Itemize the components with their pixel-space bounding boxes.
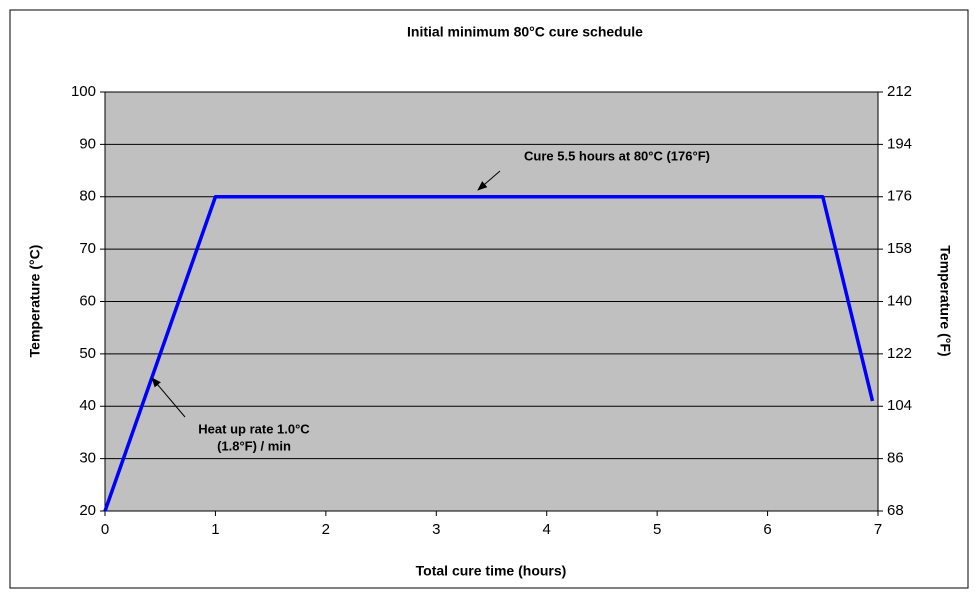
x-tick-label: 4 — [543, 521, 551, 538]
y2-tick-label: 194 — [887, 135, 912, 152]
y2-tick-label: 140 — [887, 292, 912, 309]
y2-tick-label: 86 — [887, 450, 904, 467]
y-tick-label: 20 — [79, 502, 96, 519]
y-tick-label: 30 — [79, 450, 96, 467]
y-tick-label: 40 — [79, 397, 96, 414]
x-tick-label: 2 — [322, 521, 330, 538]
y-tick-label: 80 — [79, 188, 96, 205]
y-tick-label: 60 — [79, 292, 96, 309]
y-tick-label: 100 — [71, 83, 96, 100]
y2-tick-label: 212 — [887, 83, 912, 100]
y2-tick-label: 158 — [887, 240, 912, 257]
y2-tick-label: 122 — [887, 345, 912, 362]
y2-tick-label: 104 — [887, 397, 912, 414]
annotation-text: Cure 5.5 hours at 80°C (176°F) — [524, 148, 710, 163]
y2-tick-label: 176 — [887, 188, 912, 205]
x-axis-label: Total cure time (hours) — [416, 563, 567, 579]
y2-axis-label: Temperature (°F) — [937, 245, 953, 356]
x-tick-label: 5 — [653, 521, 661, 538]
annotation-arrow — [477, 170, 501, 191]
y-tick-label: 50 — [79, 345, 96, 362]
y-tick-label: 70 — [79, 240, 96, 257]
annotation-text: (1.8°F) / min — [217, 438, 291, 453]
data-line — [103, 195, 875, 512]
x-tick-label: 7 — [874, 521, 882, 538]
y-axis-label: Temperature (°C) — [27, 245, 43, 358]
chart-title: Initial minimum 80°C cure schedule — [407, 24, 643, 40]
x-tick-label: 3 — [432, 521, 440, 538]
y2-tick-label: 68 — [887, 502, 904, 519]
annotation-text: Heat up rate 1.0°C — [198, 421, 310, 436]
x-tick-label: 6 — [763, 521, 771, 538]
annotation-arrow — [151, 377, 186, 418]
x-tick-label: 0 — [101, 521, 109, 538]
y-tick-label: 90 — [79, 135, 96, 152]
x-tick-label: 1 — [211, 521, 219, 538]
